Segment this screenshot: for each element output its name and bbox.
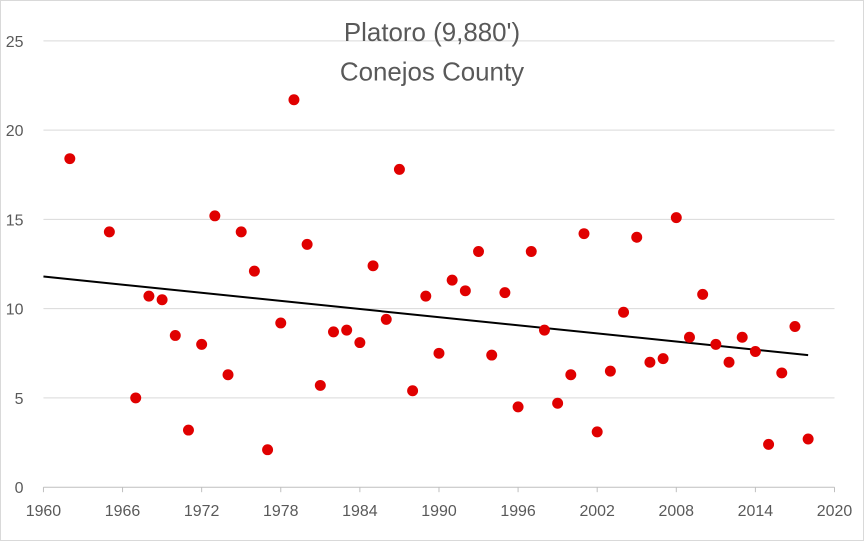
data-point [538,324,550,336]
data-point [802,433,814,445]
data-point [433,347,445,359]
y-tick-label: 10 [6,302,24,319]
x-tick-label: 1972 [184,503,220,520]
data-points [64,94,814,456]
data-point [380,313,392,325]
data-point [209,210,221,222]
data-point [552,397,564,409]
trendline [43,275,809,357]
data-point [354,337,366,349]
y-tick-label: 25 [6,34,24,51]
data-point [143,290,155,302]
x-tick-label: 2008 [659,503,695,520]
data-point [301,238,313,250]
data-point [631,231,643,243]
y-tick-label: 20 [6,123,24,140]
chart-subtitle: Conejos County [340,59,524,87]
data-point [156,294,168,306]
data-point [103,226,115,238]
data-point [130,392,142,404]
data-point [288,94,300,106]
data-point [776,367,788,379]
y-axis-ticks: 0 5 10 15 20 25 [6,34,24,497]
data-point [512,401,524,413]
data-point [618,306,630,318]
data-point [407,385,419,397]
data-point [657,353,669,365]
x-axis-ticks: 1960 1966 1972 1978 1984 1990 1996 2002 2008 2014… [26,487,853,520]
data-point [736,331,748,343]
data-point [196,338,208,350]
x-tick-label: 2020 [817,503,853,520]
data-point [591,426,603,438]
data-point [723,356,735,368]
data-point [222,369,234,381]
data-point [64,153,76,165]
data-point [473,246,485,258]
data-point [578,228,590,240]
data-point [697,288,709,300]
data-point [683,331,695,343]
data-point [420,290,432,302]
data-point [248,265,260,277]
data-point [525,246,537,258]
x-tick-label: 1996 [500,503,536,520]
y-tick-label: 5 [15,391,24,408]
y-tick-label: 0 [15,480,24,497]
data-point [169,329,181,341]
data-point [275,317,287,329]
data-point [486,349,498,361]
x-tick-label: 2014 [738,503,774,520]
data-point [670,212,682,224]
data-point [367,260,379,272]
data-point [446,274,458,286]
x-tick-label: 1990 [421,503,457,520]
data-point [459,285,471,297]
gridlines [43,40,835,488]
data-point [710,338,722,350]
data-point [749,346,761,357]
x-tick-label: 1960 [26,503,62,520]
data-point [262,444,274,456]
data-point [328,326,339,338]
data-point [314,379,326,391]
chart-title: Platoro (9,880') [344,19,520,47]
data-point [499,287,511,299]
y-tick-label: 15 [6,212,24,229]
x-tick-label: 1966 [105,503,141,520]
data-point [565,369,577,381]
x-tick-label: 1984 [342,503,378,520]
data-point [393,163,405,175]
data-point [763,438,775,450]
data-point [182,424,194,436]
data-point [789,321,801,332]
data-point [604,365,616,377]
data-point [644,356,656,368]
x-tick-label: 2002 [579,503,615,520]
data-point [235,226,247,238]
x-tick-label: 1978 [263,503,299,520]
data-point [341,324,353,336]
